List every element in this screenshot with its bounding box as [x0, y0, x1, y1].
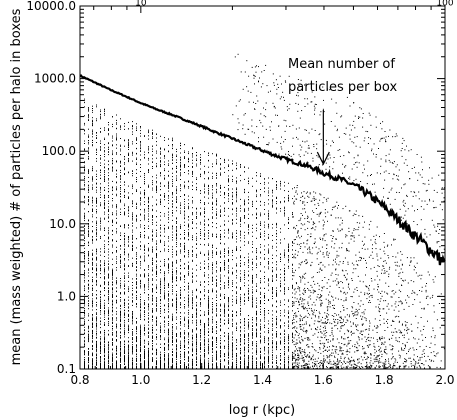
x-axis-label: log r (kpc) [229, 403, 296, 418]
y-tick-label: 10.0 [49, 217, 76, 231]
x-tick-label: 2.0 [435, 373, 454, 387]
y-axis: 0.1 1.0 10.0 100.0 1000.0 10000.0 [26, 0, 445, 376]
scatter-points [84, 53, 446, 369]
x-tick-label: 1.6 [314, 373, 333, 387]
annotation-line-1: Mean number of [288, 57, 395, 72]
top-tick-label: 10 [135, 0, 147, 9]
y-tick-label: 0.1 [57, 362, 76, 376]
y-tick-label: 100.0 [42, 144, 76, 158]
y-tick-label: 10000.0 [26, 0, 76, 13]
top-tick-label: 100 [436, 0, 453, 9]
x-tick-label: 0.8 [70, 373, 89, 387]
x-tick-label: 1.8 [375, 373, 394, 387]
x-tick-label: 1.4 [253, 373, 272, 387]
y-tick-label: 1000.0 [34, 72, 76, 86]
y-tick-label: 1.0 [57, 289, 76, 303]
mean-line [79, 74, 446, 266]
annotation-arrow [316, 110, 330, 166]
x-axis: 0.8 1.0 1.2 1.4 1.6 1.8 2.0 [70, 363, 455, 387]
top-axis: 10 100 [93, 0, 454, 13]
x-tick-label: 1.2 [192, 373, 211, 387]
annotation-line-2: particles per box [288, 80, 397, 95]
x-tick-label: 1.0 [131, 373, 150, 387]
y-axis-label: mean (mass weighted) # of particles per … [9, 8, 24, 365]
